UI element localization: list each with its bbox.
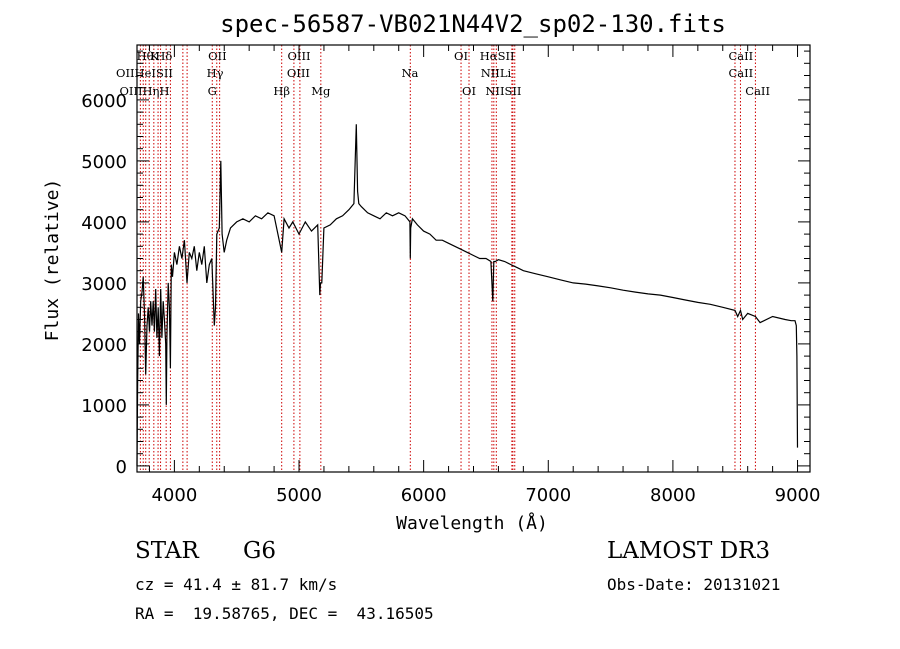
x-tick-label: 6000: [401, 485, 447, 506]
x-tick-label: 7000: [525, 485, 571, 506]
y-axis-ticks: 0 1000 2000 3000 4000 5000 6000: [81, 50, 810, 478]
line-label: OII: [208, 49, 227, 63]
line-label: NIILi: [481, 66, 512, 80]
survey-name: LAMOST DR3: [607, 538, 771, 564]
chart-title: spec-56587-VB021N44V2_sp02-130.fits: [220, 10, 726, 38]
line-label: OIIIHηH: [119, 84, 169, 98]
y-tick-label: 2000: [81, 335, 127, 356]
y-tick-label: 3000: [81, 274, 127, 295]
coordinates: RA = 19.58765, DEC = 43.16505: [135, 604, 434, 623]
subclass: G6: [243, 538, 277, 564]
x-axis-ticks: 4000 5000 6000 7000 8000 9000: [148, 45, 821, 506]
line-label: OIIHeISII: [116, 66, 173, 80]
x-axis-label: Wavelength (Å): [396, 512, 548, 534]
line-label: CaII: [745, 84, 770, 98]
line-label: Hβ: [273, 84, 290, 98]
y-tick-label: 5000: [81, 152, 127, 173]
y-tick-label: 0: [116, 457, 127, 478]
line-label: NIISII: [485, 84, 521, 98]
line-label: G: [208, 84, 217, 98]
line-label: OIII: [287, 66, 310, 80]
line-label: CaII: [728, 49, 753, 63]
line-markers: [139, 45, 756, 472]
y-tick-label: 6000: [81, 91, 127, 112]
line-label: Na: [401, 66, 418, 80]
x-tick-label: 9000: [775, 485, 821, 506]
line-label: Hγ: [207, 66, 224, 80]
y-axis-label: Flux (relative): [42, 179, 63, 342]
x-tick-label: 4000: [151, 485, 197, 506]
line-label: OI: [454, 49, 468, 63]
spectrum-line: [136, 124, 799, 466]
line-label: Hδ: [155, 49, 172, 63]
line-label: Mg: [311, 84, 331, 98]
obs-date: Obs-Date: 20131021: [607, 575, 781, 594]
y-tick-label: 1000: [81, 396, 127, 417]
line-label: K: [150, 49, 159, 63]
velocity-readout: cz = 41.4 ± 81.7 km/s: [135, 575, 338, 594]
plot-frame: [136, 44, 811, 473]
line-label: HαSII: [480, 49, 515, 63]
y-tick-label: 4000: [81, 213, 127, 234]
line-label: OI: [462, 84, 476, 98]
line-label: Hθ: [137, 49, 154, 63]
x-tick-label: 8000: [650, 485, 696, 506]
object-class: STAR: [135, 538, 199, 564]
line-label: CaII: [728, 66, 753, 80]
x-tick-label: 5000: [276, 485, 322, 506]
